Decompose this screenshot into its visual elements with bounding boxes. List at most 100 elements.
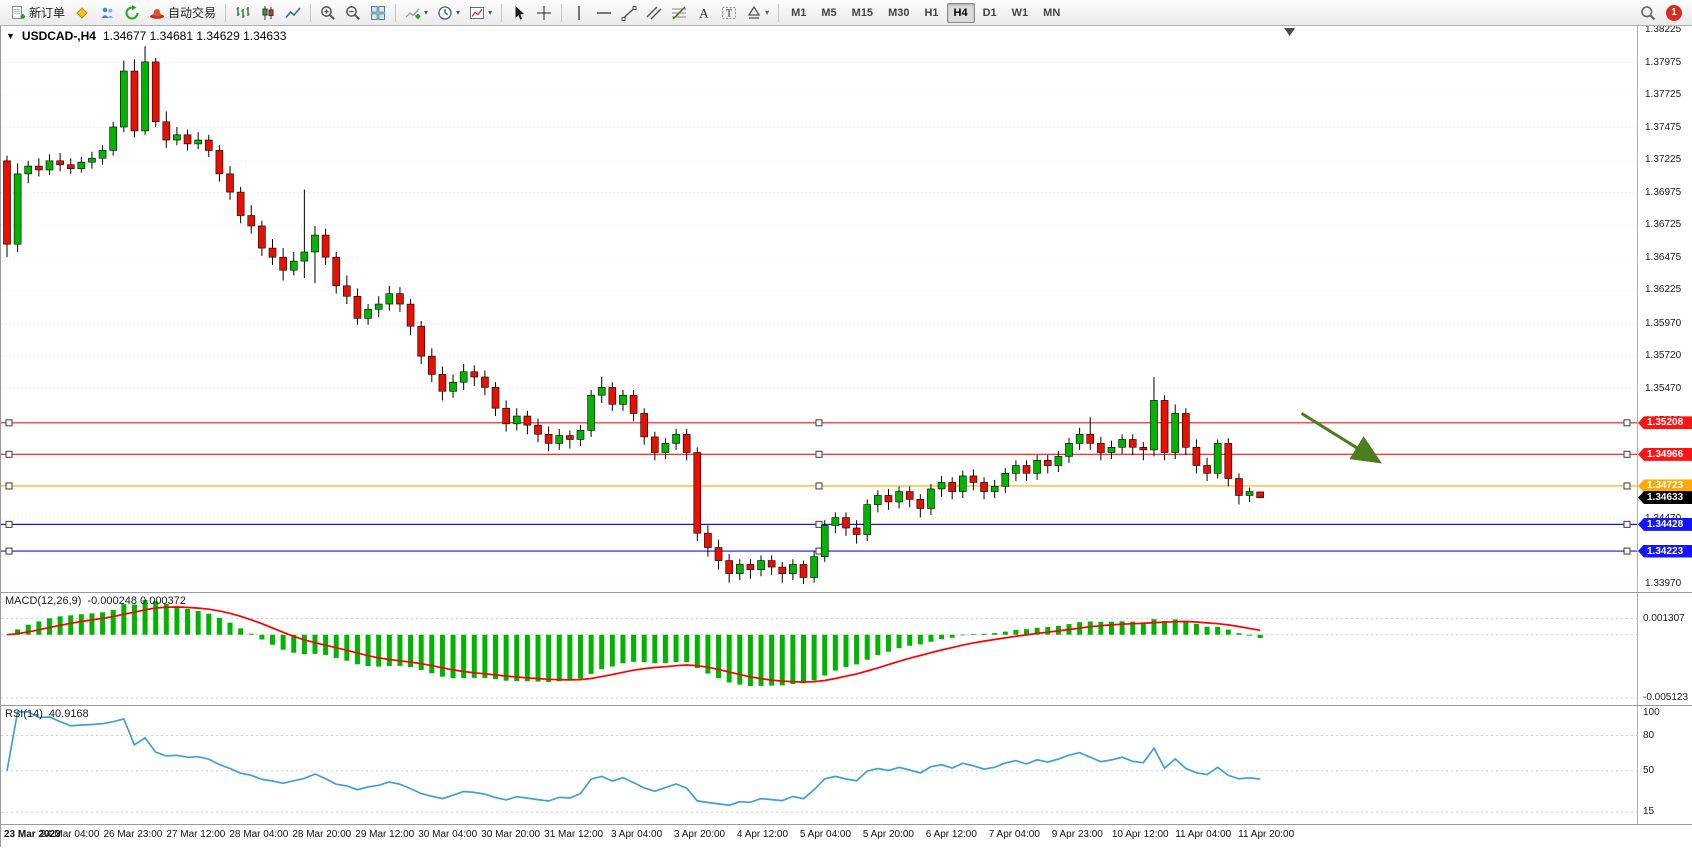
candle-body — [534, 424, 542, 435]
line-handle[interactable] — [1623, 547, 1631, 555]
timeframe-h4[interactable]: H4 — [946, 2, 975, 23]
macd-panel[interactable]: MACD(12,26,9) -0.000248 0.000372 — [1, 593, 1637, 705]
price-tick: 1.35720 — [1645, 350, 1682, 362]
zoom-in-button[interactable] — [316, 2, 340, 24]
one-click-trading-toggle[interactable]: ▼ — [6, 31, 15, 41]
periods-button[interactable]: ▾ — [433, 2, 464, 24]
timeframe-w1[interactable]: W1 — [1011, 6, 1029, 19]
candle-body — [608, 387, 617, 405]
candle-body — [1203, 465, 1211, 474]
line-handle[interactable] — [815, 419, 823, 427]
candle-body — [672, 433, 680, 444]
templates-button[interactable]: ▾ — [465, 2, 496, 24]
search-button[interactable] — [1636, 2, 1660, 24]
candle-body — [279, 256, 287, 271]
rsi-line — [6, 711, 1261, 807]
candle-body — [1107, 446, 1116, 453]
crosshair-button[interactable] — [532, 2, 556, 24]
tile-windows-button[interactable] — [366, 2, 390, 24]
timeframe-m1[interactable]: M1 — [791, 6, 807, 19]
shapes-button[interactable]: ▾ — [742, 2, 773, 24]
svg-text:A: A — [699, 5, 709, 20]
main-chart-plot[interactable]: ▼ USDCAD-,H4 1.34677 1.34681 1.34629 1.3… — [1, 26, 1637, 592]
line-handle[interactable] — [1623, 419, 1631, 427]
line-handle[interactable] — [815, 450, 823, 458]
panel-separator[interactable] — [1, 592, 1692, 593]
line-handle[interactable] — [5, 547, 13, 555]
candle-body — [555, 435, 564, 444]
candle-body — [162, 121, 171, 141]
time-axis[interactable]: 23 Mar 2023 24 Mar 04:00 26 Mar 23:00 27 Ma… — [1, 825, 1692, 846]
macd-axis: 0.001307 -0.005123 — [1637, 593, 1692, 705]
candle-body — [1012, 465, 1020, 474]
candle-body — [969, 475, 978, 483]
equidistant-channel-icon — [646, 6, 662, 19]
tile-windows-icon — [371, 5, 386, 20]
autotrading-button[interactable]: 自动交易 — [145, 2, 220, 24]
text-button[interactable]: A — [692, 2, 716, 24]
candle-body — [874, 495, 882, 505]
notification-badge[interactable]: 1 — [1666, 4, 1682, 21]
candle-body — [842, 517, 850, 529]
line-handle[interactable] — [1623, 482, 1631, 490]
candlestick-chart-button[interactable] — [256, 2, 280, 24]
chart-shift-marker[interactable] — [1284, 28, 1296, 36]
new-order-button[interactable]: 新订单 — [6, 2, 69, 24]
timeframe-m30[interactable]: M30 — [888, 6, 910, 19]
fibonacci-button[interactable] — [667, 2, 691, 24]
chevron-down-icon: ▾ — [456, 7, 461, 17]
indicators-button[interactable]: ▾ — [401, 2, 432, 24]
price-tick: 1.35970 — [1645, 317, 1682, 329]
text-label-icon: T — [722, 6, 737, 19]
line-handle[interactable] — [5, 450, 13, 458]
line-chart-button[interactable] — [281, 2, 305, 24]
line-handle[interactable] — [815, 520, 823, 528]
price-tick: 1.36725 — [1645, 219, 1682, 231]
panel-separator[interactable] — [1, 705, 1692, 706]
line-handle[interactable] — [5, 482, 13, 490]
text-label-button[interactable]: T — [717, 2, 741, 24]
community-button[interactable] — [95, 2, 119, 24]
candle-body — [56, 160, 64, 166]
new-order-icon — [12, 5, 25, 19]
price-axis[interactable]: 1.38225 1.37975 1.37725 1.37475 1.37225 1.369… — [1637, 26, 1692, 592]
candle-body — [406, 303, 415, 327]
time-axis-label: 28 Mar 04:00 — [229, 829, 289, 840]
cursor-icon — [515, 5, 525, 20]
rsi-panel[interactable]: RSI(14) 40.9168 — [1, 706, 1637, 824]
equidistant-channel-button[interactable] — [642, 2, 666, 24]
arrow-annotation[interactable] — [1300, 412, 1382, 464]
candle-body — [1054, 456, 1063, 466]
bar-chart-button[interactable] — [231, 2, 255, 24]
periods-icon — [438, 5, 452, 20]
candle-body — [470, 371, 479, 378]
candle-body — [757, 560, 765, 570]
line-handle[interactable] — [5, 419, 13, 427]
macd-axis-label: -0.005123 — [1643, 692, 1689, 703]
candle-body — [289, 260, 298, 271]
vertical-line-button[interactable] — [567, 2, 591, 24]
line-handle[interactable] — [1623, 450, 1631, 458]
trendline-button[interactable] — [617, 2, 641, 24]
timeframe-m5[interactable]: M5 — [821, 6, 837, 19]
timeframe-d1[interactable]: D1 — [982, 6, 997, 19]
timeframe-m15[interactable]: M15 — [851, 6, 874, 19]
line-handle[interactable] — [1623, 520, 1631, 528]
timeframe-h1[interactable]: H1 — [924, 6, 939, 19]
line-handle[interactable] — [815, 482, 823, 490]
candle-body — [566, 435, 574, 440]
candle-body — [491, 387, 500, 409]
metaeditor-button[interactable] — [70, 2, 94, 24]
candle-body — [884, 495, 893, 503]
horizontal-line-button[interactable] — [592, 2, 616, 24]
refresh-button[interactable] — [120, 2, 144, 24]
candle-body — [1033, 460, 1041, 474]
candle-body — [449, 381, 457, 392]
cursor-button[interactable] — [507, 2, 531, 24]
price-tick: 1.36475 — [1645, 251, 1682, 263]
zoom-out-button[interactable] — [341, 2, 365, 24]
time-axis-label: 24 Mar 04:00 — [40, 829, 100, 840]
macd-values: -0.000248 0.000372 — [87, 595, 186, 607]
timeframe-mn[interactable]: MN — [1043, 6, 1061, 19]
line-handle[interactable] — [5, 520, 13, 528]
